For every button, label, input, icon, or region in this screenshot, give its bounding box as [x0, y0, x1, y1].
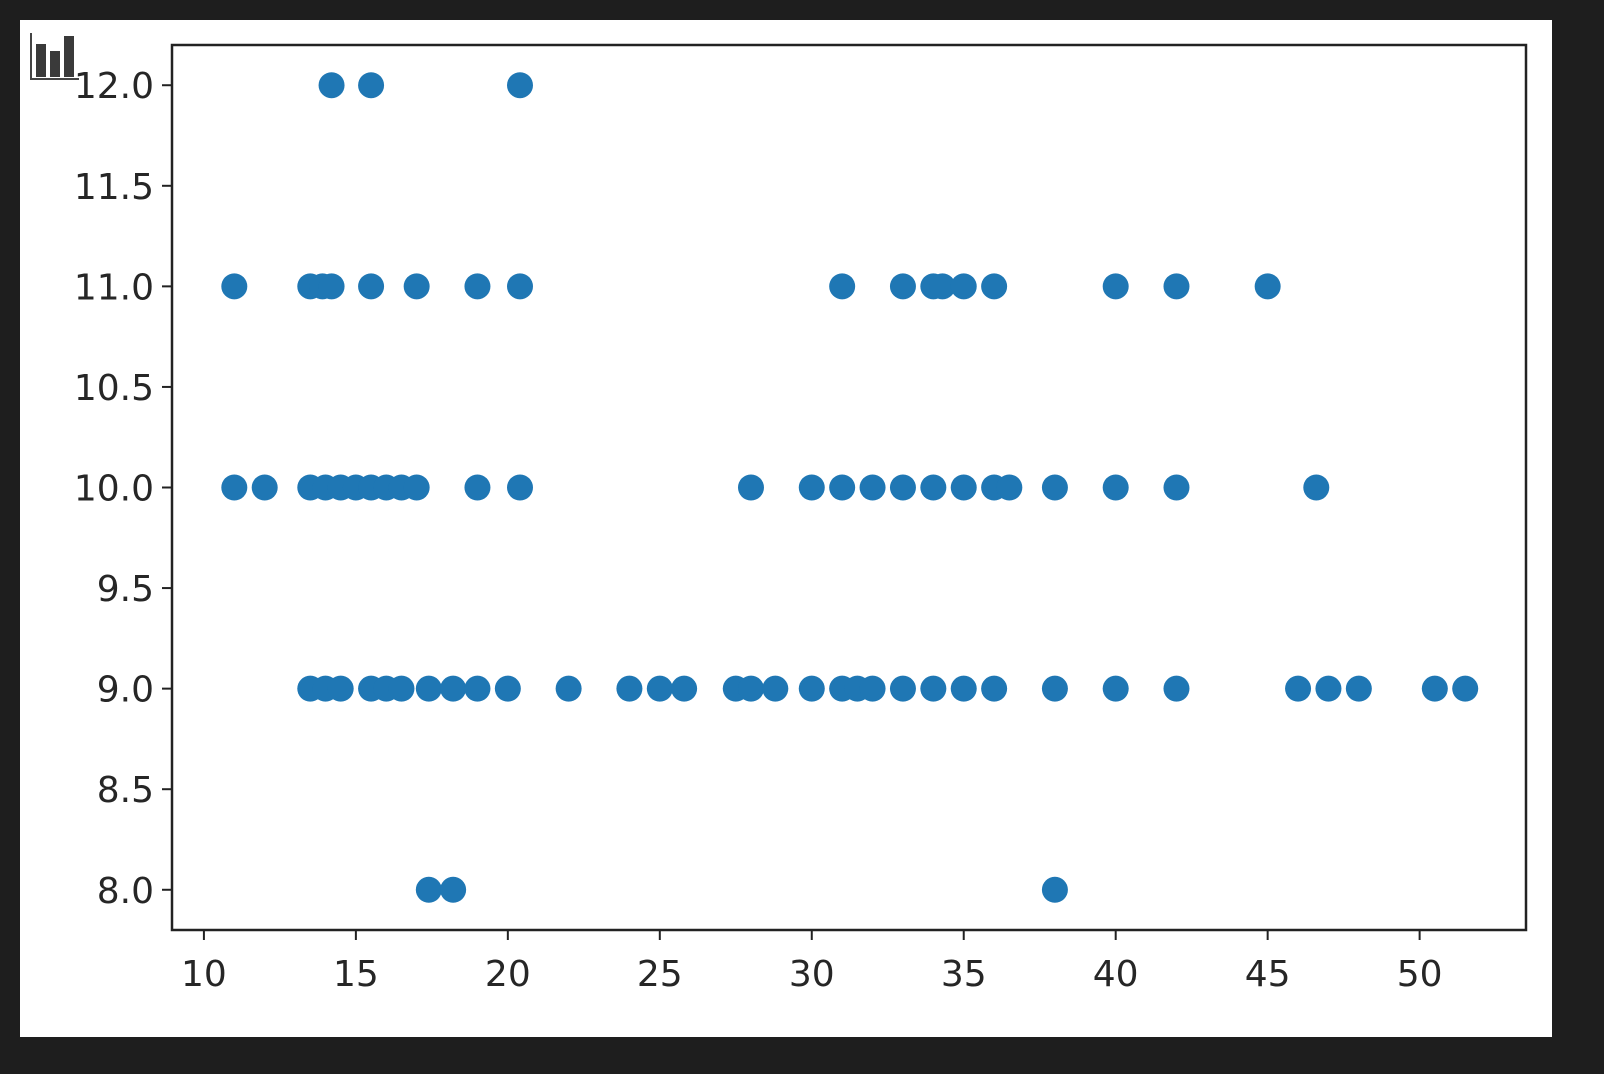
x-tick-label: 45: [1245, 954, 1291, 995]
x-tick-label: 25: [637, 954, 683, 995]
scatter-point: [829, 273, 856, 300]
scatter-point: [737, 675, 764, 702]
scatter-point: [506, 273, 533, 300]
y-tick-label: 9.0: [97, 670, 154, 711]
scatter-point: [318, 273, 345, 300]
y-tick-label: 12.0: [74, 66, 154, 107]
scatter-point: [358, 273, 385, 300]
scatter-point: [403, 273, 430, 300]
scatter-point: [221, 273, 248, 300]
scatter-point: [1041, 474, 1068, 501]
scatter-point: [1303, 474, 1330, 501]
x-tick-label: 35: [941, 954, 987, 995]
scatter-point: [1041, 876, 1068, 903]
scatter-point: [1421, 675, 1448, 702]
scatter-point: [1163, 273, 1190, 300]
scatter-point: [981, 273, 1008, 300]
scatter-point: [1254, 273, 1281, 300]
scatter-point: [506, 72, 533, 99]
scatter-point: [1285, 675, 1312, 702]
scatter-point: [327, 675, 354, 702]
y-tick-label: 8.5: [97, 770, 154, 811]
scatter-point: [616, 675, 643, 702]
scatter-point: [859, 474, 886, 501]
bar-chart-icon[interactable]: [30, 33, 79, 80]
scatter-point: [318, 72, 345, 99]
chart-panel: 10 15 20 25 30 35 40 45 50 8.0 8.5 9.0 9.5 10.0 10.5 1…: [20, 20, 1552, 1037]
scatter-point: [950, 675, 977, 702]
scatter-point: [494, 675, 521, 702]
scatter-point: [403, 474, 430, 501]
scatter-point: [981, 675, 1008, 702]
scatter-point: [1452, 675, 1479, 702]
x-tick-label: 10: [181, 954, 227, 995]
scatter-point: [388, 675, 415, 702]
scatter-point: [737, 474, 764, 501]
scatter-point: [889, 675, 916, 702]
scatter-point: [859, 675, 886, 702]
scatter-point: [920, 474, 947, 501]
scatter-point: [1163, 675, 1190, 702]
scatter-chart: 10 15 20 25 30 35 40 45 50 8.0 8.5 9.0 9.5 10.0 10.5 1…: [30, 33, 1528, 995]
scatter-point: [464, 273, 491, 300]
scatter-point: [1345, 675, 1372, 702]
scatter-point: [555, 675, 582, 702]
y-tick-label: 10.5: [74, 368, 154, 409]
scatter-point: [358, 72, 385, 99]
scatter-point: [506, 474, 533, 501]
y-tick-label: 10.0: [74, 469, 154, 510]
scatter-point: [762, 675, 789, 702]
scatter-point: [251, 474, 278, 501]
y-tick-label: 9.5: [97, 569, 154, 610]
scatter-point: [889, 474, 916, 501]
scatter-point: [950, 273, 977, 300]
scatter-point: [1163, 474, 1190, 501]
scatter-point: [1102, 474, 1129, 501]
scatter-point: [1315, 675, 1342, 702]
scatter-point: [464, 474, 491, 501]
scatter-point: [798, 675, 825, 702]
scatter-point: [996, 474, 1023, 501]
x-tick-label: 15: [333, 954, 379, 995]
scatter-point: [950, 474, 977, 501]
y-tick-label: 11.0: [74, 267, 154, 308]
scatter-point: [829, 474, 856, 501]
scatter-point: [440, 876, 467, 903]
x-tick-label: 40: [1093, 954, 1139, 995]
scatter-point: [798, 474, 825, 501]
scatter-point: [221, 474, 248, 501]
x-tick-label: 30: [789, 954, 835, 995]
scatter-point: [671, 675, 698, 702]
scatter-point: [440, 675, 467, 702]
scatter-point: [1102, 675, 1129, 702]
scatter-point: [920, 675, 947, 702]
y-tick-label: 8.0: [97, 871, 154, 912]
y-tick-label: 11.5: [74, 167, 154, 208]
scatter-point: [646, 675, 673, 702]
scatter-point: [889, 273, 916, 300]
x-tick-label: 50: [1397, 954, 1443, 995]
x-tick-label: 20: [485, 954, 531, 995]
scatter-point: [929, 273, 956, 300]
scatter-point: [415, 675, 442, 702]
scatter-point: [1102, 273, 1129, 300]
scatter-point: [1041, 675, 1068, 702]
scatter-point: [415, 876, 442, 903]
scatter-point: [464, 675, 491, 702]
